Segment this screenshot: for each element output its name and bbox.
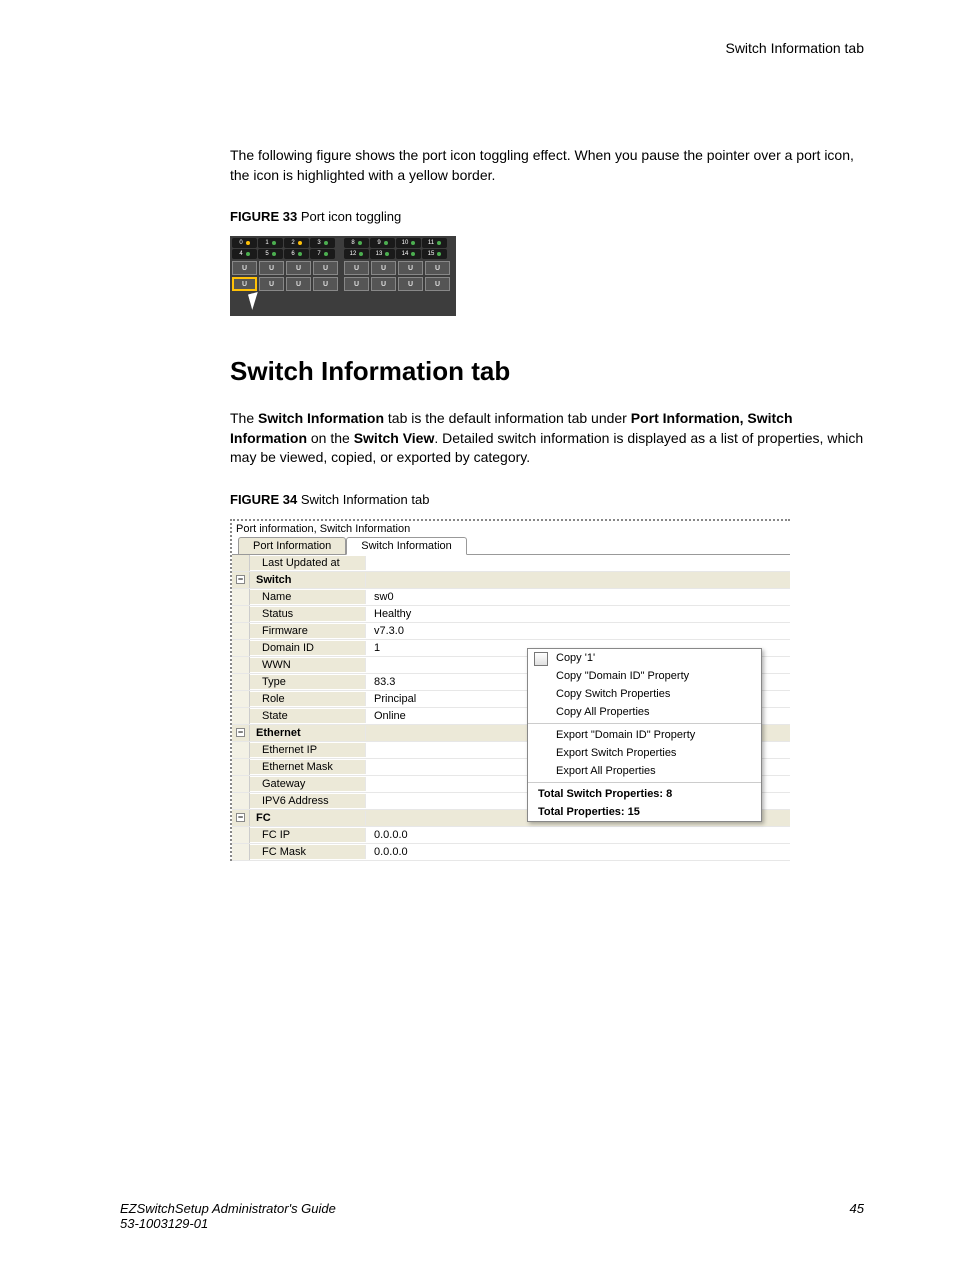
ethernet-ip-key: Ethernet IP [250,743,366,757]
row-fc-ip[interactable]: FC IP 0.0.0.0 [232,827,790,844]
firmware-key: Firmware [250,624,366,638]
domain-key: Domain ID [250,641,366,655]
expand-ethernet[interactable]: − [232,725,250,741]
role-key: Role [250,692,366,706]
section-paragraph: The Switch Information tab is the defaul… [230,409,864,468]
category-ethernet-label: Ethernet [250,726,366,740]
expand-switch[interactable]: − [232,572,250,588]
menu-copy-property[interactable]: Copy "Domain ID" Property [528,667,761,685]
fc-mask-value: 0.0.0.0 [366,845,790,859]
figure-34-text: Switch Information tab [301,492,430,507]
section-heading: Switch Information tab [230,356,864,387]
footer-guide: EZSwitchSetup Administrator's Guide [120,1201,336,1216]
context-menu: Copy '1' Copy "Domain ID" Property Copy … [527,648,762,822]
category-fc-label: FC [250,811,366,825]
category-switch[interactable]: − Switch [232,572,790,589]
figure-34-label: FIGURE 34 [230,492,297,507]
intro-paragraph: The following figure shows the port icon… [230,146,864,185]
menu-total-switch: Total Switch Properties: 8 [528,785,761,803]
row-firmware[interactable]: Firmware v7.3.0 [232,623,790,640]
row-last-updated: Last Updated at [232,555,790,572]
minus-icon: − [236,728,245,737]
name-value: sw0 [366,590,790,604]
gutter [232,555,250,571]
row-fc-mask[interactable]: FC Mask 0.0.0.0 [232,844,790,861]
minus-icon: − [236,813,245,822]
category-switch-label: Switch [250,573,366,587]
menu-export-property[interactable]: Export "Domain ID" Property [528,726,761,744]
footer-page-number: 45 [850,1201,864,1231]
tab-port-information[interactable]: Port Information [238,537,346,555]
state-key: State [250,709,366,723]
gateway-key: Gateway [250,777,366,791]
firmware-value: v7.3.0 [366,624,790,638]
figure-33-caption: FIGURE 33 Port icon toggling [230,209,864,224]
row-name[interactable]: Name sw0 [232,589,790,606]
fc-ip-value: 0.0.0.0 [366,828,790,842]
figure-33-text: Port icon toggling [301,209,401,224]
page-footer: EZSwitchSetup Administrator's Guide 53-1… [60,1201,894,1231]
tab-bar: Port Information Switch Information [232,537,790,555]
expand-fc[interactable]: − [232,810,250,826]
menu-export-all-properties[interactable]: Export All Properties [528,762,761,780]
port-highlighted[interactable]: U [232,277,257,291]
footer-docnum: 53-1003129-01 [120,1216,336,1231]
type-key: Type [250,675,366,689]
ipv6-key: IPV6 Address [250,794,366,808]
menu-separator [528,723,761,724]
figure-33-image: 0 1 2 3 4 5 6 7 8 9 10 11 12 13 14 15 [230,236,456,316]
status-value: Healthy [366,607,790,621]
last-updated-key: Last Updated at [250,556,366,570]
ethernet-mask-key: Ethernet Mask [250,760,366,774]
status-key: Status [250,607,366,621]
figure-34-panel: Port information, Switch Information Por… [230,519,790,861]
cursor-icon [248,292,262,310]
menu-copy-switch-properties[interactable]: Copy Switch Properties [528,685,761,703]
wwn-key: WWN [250,658,366,672]
row-status[interactable]: Status Healthy [232,606,790,623]
menu-copy-value[interactable]: Copy '1' [528,649,761,667]
figure-34-caption: FIGURE 34 Switch Information tab [230,492,864,507]
figure-33-label: FIGURE 33 [230,209,297,224]
panel-title: Port information, Switch Information [232,521,790,537]
menu-total-all: Total Properties: 15 [528,803,761,821]
page-header: Switch Information tab [60,40,894,56]
minus-icon: − [236,575,245,584]
fc-ip-key: FC IP [250,828,366,842]
menu-copy-all-properties[interactable]: Copy All Properties [528,703,761,721]
name-key: Name [250,590,366,604]
tab-switch-information[interactable]: Switch Information [346,537,466,555]
fc-mask-key: FC Mask [250,845,366,859]
menu-export-switch-properties[interactable]: Export Switch Properties [528,744,761,762]
last-updated-value [366,562,790,564]
menu-separator [528,782,761,783]
